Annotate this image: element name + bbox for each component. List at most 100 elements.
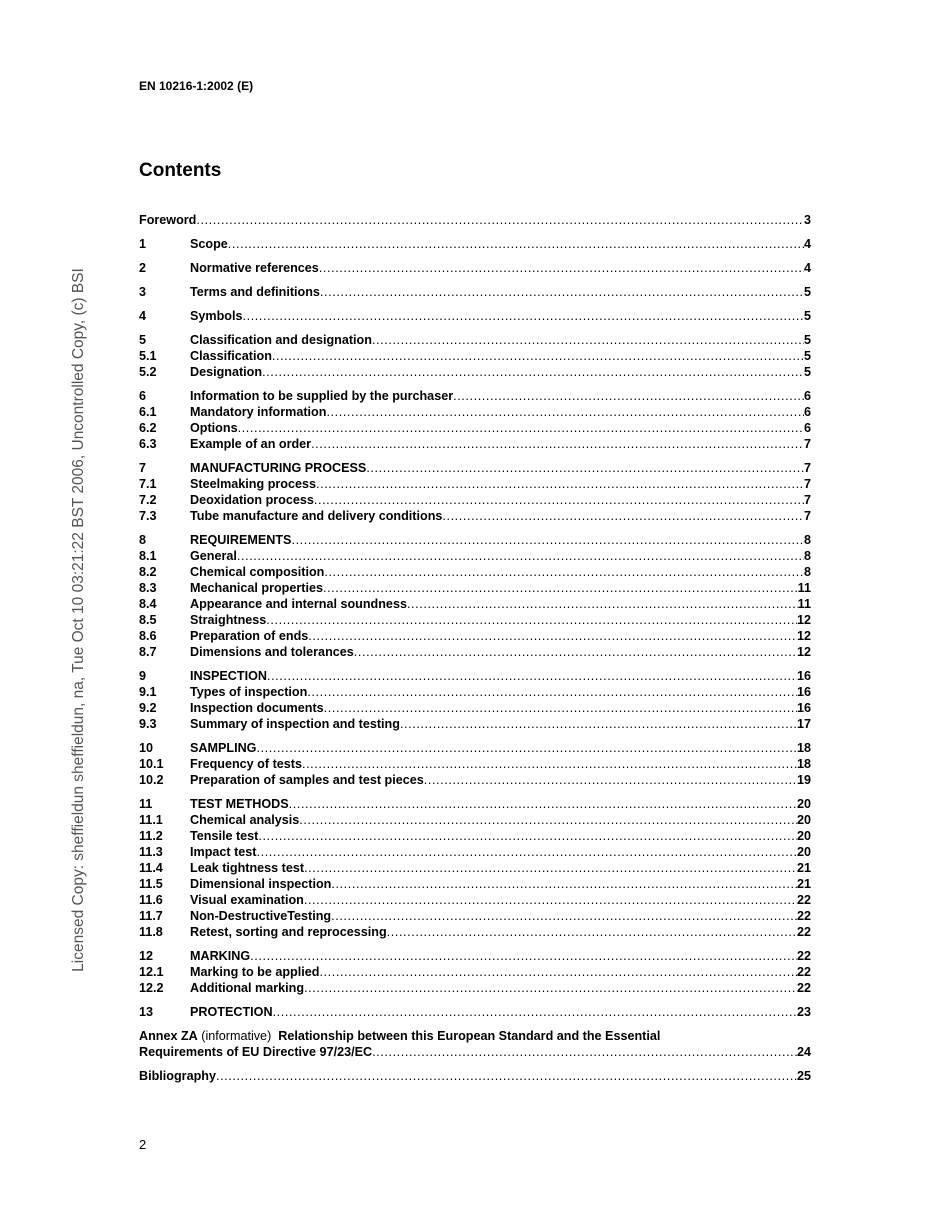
entry-title: Dimensional inspection [190,877,332,891]
toc-entry[interactable]: 10.2 Preparation of samples and test piec… [139,772,811,788]
entry-number: 7.3 [139,509,157,523]
dot-leader [453,388,804,404]
toc-entry[interactable]: 11.3 Impact test 20 [139,844,811,860]
toc-entry[interactable]: 7.2 Deoxidation process 7 [139,492,811,508]
dot-leader [289,796,797,812]
entry-number: 11.4 [139,861,163,875]
toc-entry[interactable]: 3 Terms and definitions 5 [139,284,811,300]
entry-page: 22 [796,981,811,995]
entry-page: 11 [797,597,811,611]
toc-entry[interactable]: 11.1 Chemical analysis 20 [139,812,811,828]
toc-entry[interactable]: 8.3 Mechanical properties 11 [139,580,811,596]
entry-number: 8 [139,533,147,547]
dot-leader [243,308,804,324]
dot-leader [316,476,804,492]
toc-entry[interactable]: 5 Classification and designation 5 [139,332,811,348]
toc-entry[interactable]: Foreword 3 [139,212,811,228]
entry-number: 9 [139,669,147,683]
entry-number: 9.3 [139,717,157,731]
entry-title: Classification [190,349,272,363]
toc-entry[interactable]: 9.2 Inspection documents 16 [139,700,811,716]
toc-entry[interactable]: 6.1 Mandatory information 6 [139,404,811,420]
entry-page: 21 [796,877,811,891]
entry-number: 9.2 [139,701,157,715]
entry-number: 8.1 [139,549,157,563]
toc-entry[interactable]: 7.3 Tube manufacture and delivery conditi… [139,508,811,524]
entry-page: 7 [803,509,811,523]
toc-entry[interactable]: 12 MARKING 22 [139,948,811,964]
entry-page: 6 [803,421,811,435]
toc-entry[interactable]: 5.2 Designation 5 [139,364,811,380]
dot-leader [308,628,797,644]
entry-page: 12 [796,613,811,627]
toc-entry[interactable]: 8.1 General 8 [139,548,811,564]
entry-title: Options [190,421,238,435]
toc-entry[interactable]: Bibliography 25 [139,1068,811,1084]
toc-entry[interactable]: 9.1 Types of inspection 16 [139,684,811,700]
entry-number: 11.6 [139,893,163,907]
toc-entry[interactable]: 8.4 Appearance and internal soundness 11 [139,596,811,612]
toc-group: 2 Normative references 4 [139,260,811,276]
entry-page: 4 [803,237,811,251]
toc-group: 4 Symbols 5 [139,308,811,324]
toc-entry[interactable]: 11.8 Retest, sorting and reprocessing 22 [139,924,811,940]
toc-entry[interactable]: 4 Symbols 5 [139,308,811,324]
toc-entry[interactable]: 9 INSPECTION 16 [139,668,811,684]
toc-entry[interactable]: 6 Information to be supplied by the purch… [139,388,811,404]
entry-number: 11.8 [139,925,163,939]
entry-title: Chemical composition [190,565,325,579]
dot-leader [302,756,797,772]
toc-entry[interactable]: 6.3 Example of an order 7 [139,436,811,452]
toc-entry[interactable]: 7 MANUFACTURING PROCESS 7 [139,460,811,476]
toc-entry[interactable]: 6.2 Options 6 [139,420,811,436]
toc-entry[interactable]: 8 REQUIREMENTS 8 [139,532,811,548]
entry-page: 22 [796,965,811,979]
entry-title: Tube manufacture and delivery conditions [190,509,443,523]
toc-entry[interactable]: 11 TEST METHODS 20 [139,796,811,812]
toc-entry[interactable]: 12.2 Additional marking 22 [139,980,811,996]
toc-entry[interactable]: 10 SAMPLING 18 [139,740,811,756]
toc-entry[interactable]: 11.6 Visual examination 22 [139,892,811,908]
dot-leader [272,348,804,364]
entry-title: Marking to be applied [190,965,320,979]
entry-number: 8.3 [139,581,157,595]
toc-entry[interactable]: 9.3 Summary of inspection and testing 17 [139,716,811,732]
dot-leader [216,1068,797,1084]
toc-entry[interactable]: 8.2 Chemical composition 8 [139,564,811,580]
dot-leader [267,668,797,684]
toc-entry[interactable]: 7.1 Steelmaking process 7 [139,476,811,492]
entry-page: 16 [796,685,811,699]
entry-number: 12 [139,949,154,963]
toc-entry[interactable]: 8.7 Dimensions and tolerances 12 [139,644,811,660]
toc-entry[interactable]: 5.1 Classification 5 [139,348,811,364]
toc-entry[interactable]: 11.7 Non-DestructiveTesting 22 [139,908,811,924]
dot-leader [320,284,804,300]
entry-title: Foreword [139,213,197,227]
toc-entry[interactable]: 2 Normative references 4 [139,260,811,276]
entry-page: 21 [796,861,811,875]
annex-label: Annex ZA [139,1029,198,1043]
toc-entry[interactable]: 8.6 Preparation of ends 12 [139,628,811,644]
entry-number: 5.1 [139,349,157,363]
entry-title: Steelmaking process [190,477,316,491]
toc-entry[interactable]: 11.5 Dimensional inspection 21 [139,876,811,892]
entry-page: 22 [796,909,811,923]
toc-entry[interactable]: 13 PROTECTION 23 [139,1004,811,1020]
toc-entry[interactable]: 10.1 Frequency of tests 18 [139,756,811,772]
entry-page: 22 [796,925,811,939]
entry-page: 16 [796,669,811,683]
entry-number: 4 [139,309,147,323]
toc-annex[interactable]: Annex ZA (informative) Relationship betw… [139,1028,811,1060]
toc-entry[interactable]: 1 Scope 4 [139,236,811,252]
dot-leader [387,924,797,940]
toc-entry[interactable]: 11.4 Leak tightness test 21 [139,860,811,876]
toc-entry[interactable]: 12.1 Marking to be applied 22 [139,964,811,980]
entry-number: 8.4 [139,597,157,611]
dot-leader [256,740,797,756]
entry-title: PROTECTION [190,1005,273,1019]
toc-entry[interactable]: 11.2 Tensile test 20 [139,828,811,844]
entry-title: Chemical analysis [190,813,300,827]
dot-leader [324,564,804,580]
toc-entry[interactable]: 8.5 Straightness 12 [139,612,811,628]
